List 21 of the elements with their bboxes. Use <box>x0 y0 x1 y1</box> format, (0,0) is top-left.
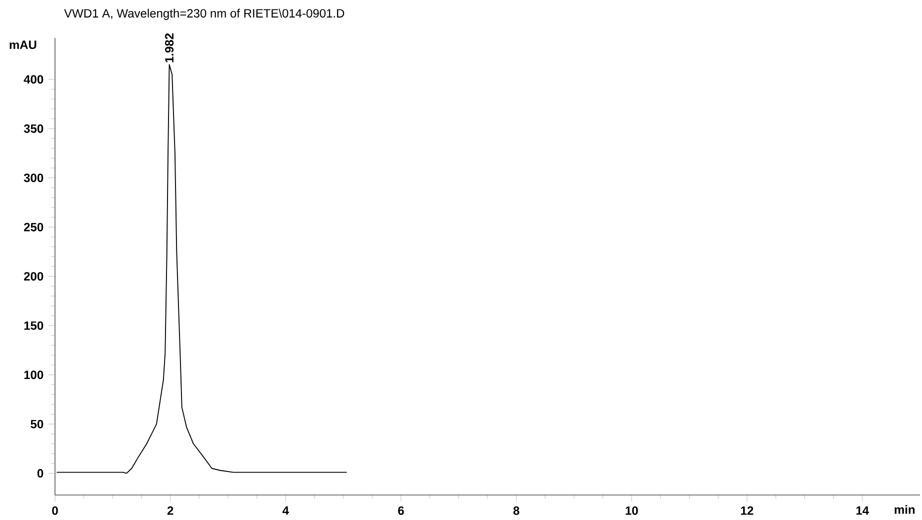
y-tick-label: 200 <box>24 272 44 281</box>
y-tick-label: 350 <box>24 124 44 133</box>
y-tick-label: 300 <box>24 174 44 182</box>
y-tick-label: 250 <box>24 222 44 232</box>
x-tick-label: 10 <box>626 506 638 515</box>
y-tick-label: 150 <box>24 321 44 330</box>
y-tick-label: 400 <box>24 75 44 84</box>
x-tick-label: 2 <box>167 506 174 515</box>
x-tick-label: 12 <box>741 506 754 515</box>
x-tick-label: 8 <box>513 506 520 515</box>
x-tick-label: 0 <box>52 506 58 515</box>
chart-title: VWD1 A, Wavelength=230 nm of RIETE\014-0901.D <box>64 8 344 20</box>
x-tick-label: 6 <box>398 506 404 515</box>
y-tick-label: 0 <box>37 469 44 478</box>
x-tick-label: 4 <box>282 506 289 515</box>
annotation: 1.982 <box>165 33 174 62</box>
x-axis-title: min <box>894 505 915 514</box>
x-tick-label: 14 <box>856 506 869 515</box>
y-tick-label: 50 <box>30 420 44 428</box>
y-axis-title: mAU <box>10 40 36 50</box>
y-tick-label: 100 <box>24 370 44 380</box>
